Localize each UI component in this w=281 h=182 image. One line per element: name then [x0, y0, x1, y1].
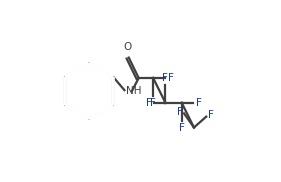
Text: F: F: [167, 73, 173, 83]
Text: F: F: [208, 110, 214, 120]
Text: F: F: [196, 98, 201, 108]
Text: F: F: [162, 72, 168, 82]
Text: F: F: [177, 107, 183, 117]
Text: NH: NH: [126, 86, 142, 96]
Text: F: F: [179, 123, 185, 133]
Text: F: F: [150, 98, 156, 108]
Text: F: F: [146, 98, 151, 108]
Text: O: O: [124, 42, 132, 52]
